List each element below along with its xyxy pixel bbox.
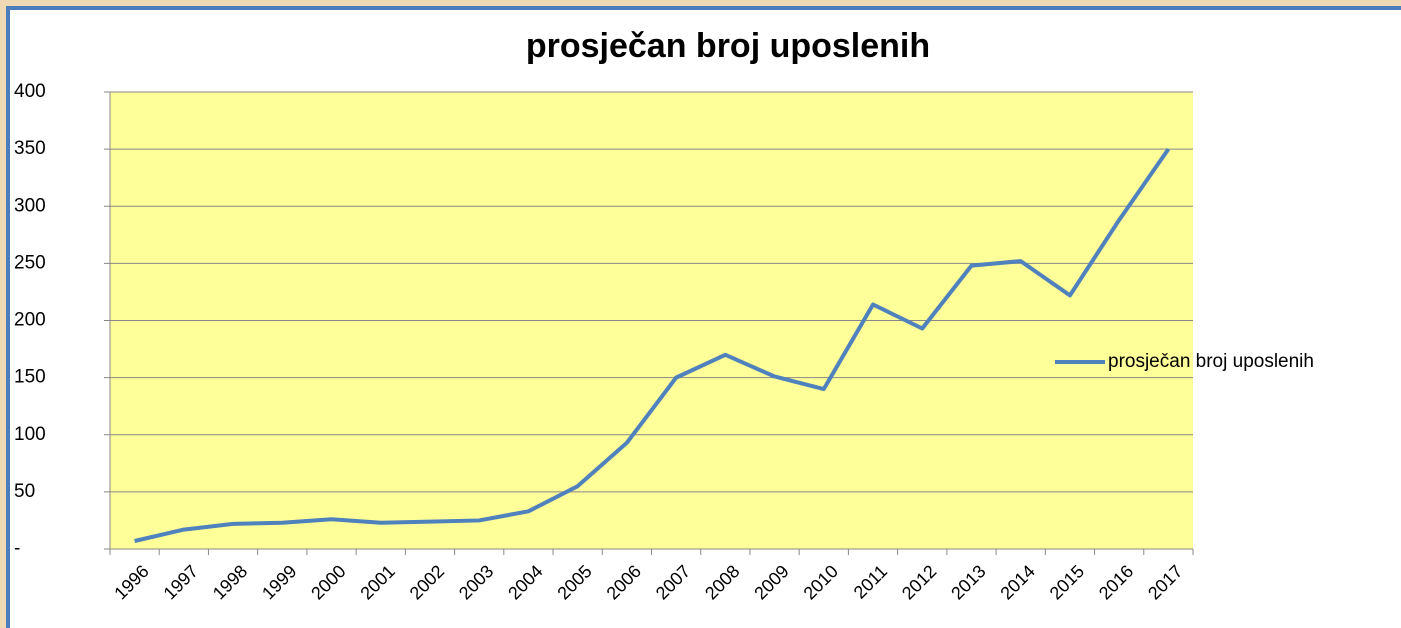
legend-label: prosječan broj uposlenih <box>1108 351 1314 372</box>
y-tick-label: 350 <box>14 138 46 159</box>
y-tick-label: 100 <box>14 424 46 445</box>
y-tick-label: 300 <box>14 195 46 216</box>
chart-title: prosječan broj uposlenih <box>526 27 930 65</box>
y-tick-label: - <box>14 538 20 559</box>
y-tick-label: 200 <box>14 310 46 331</box>
y-tick-label: 150 <box>14 367 46 388</box>
y-tick-label: 50 <box>14 481 35 502</box>
data-line <box>134 147 1171 543</box>
y-tick-label: 400 <box>14 81 46 102</box>
y-tick-label: 250 <box>14 252 46 273</box>
